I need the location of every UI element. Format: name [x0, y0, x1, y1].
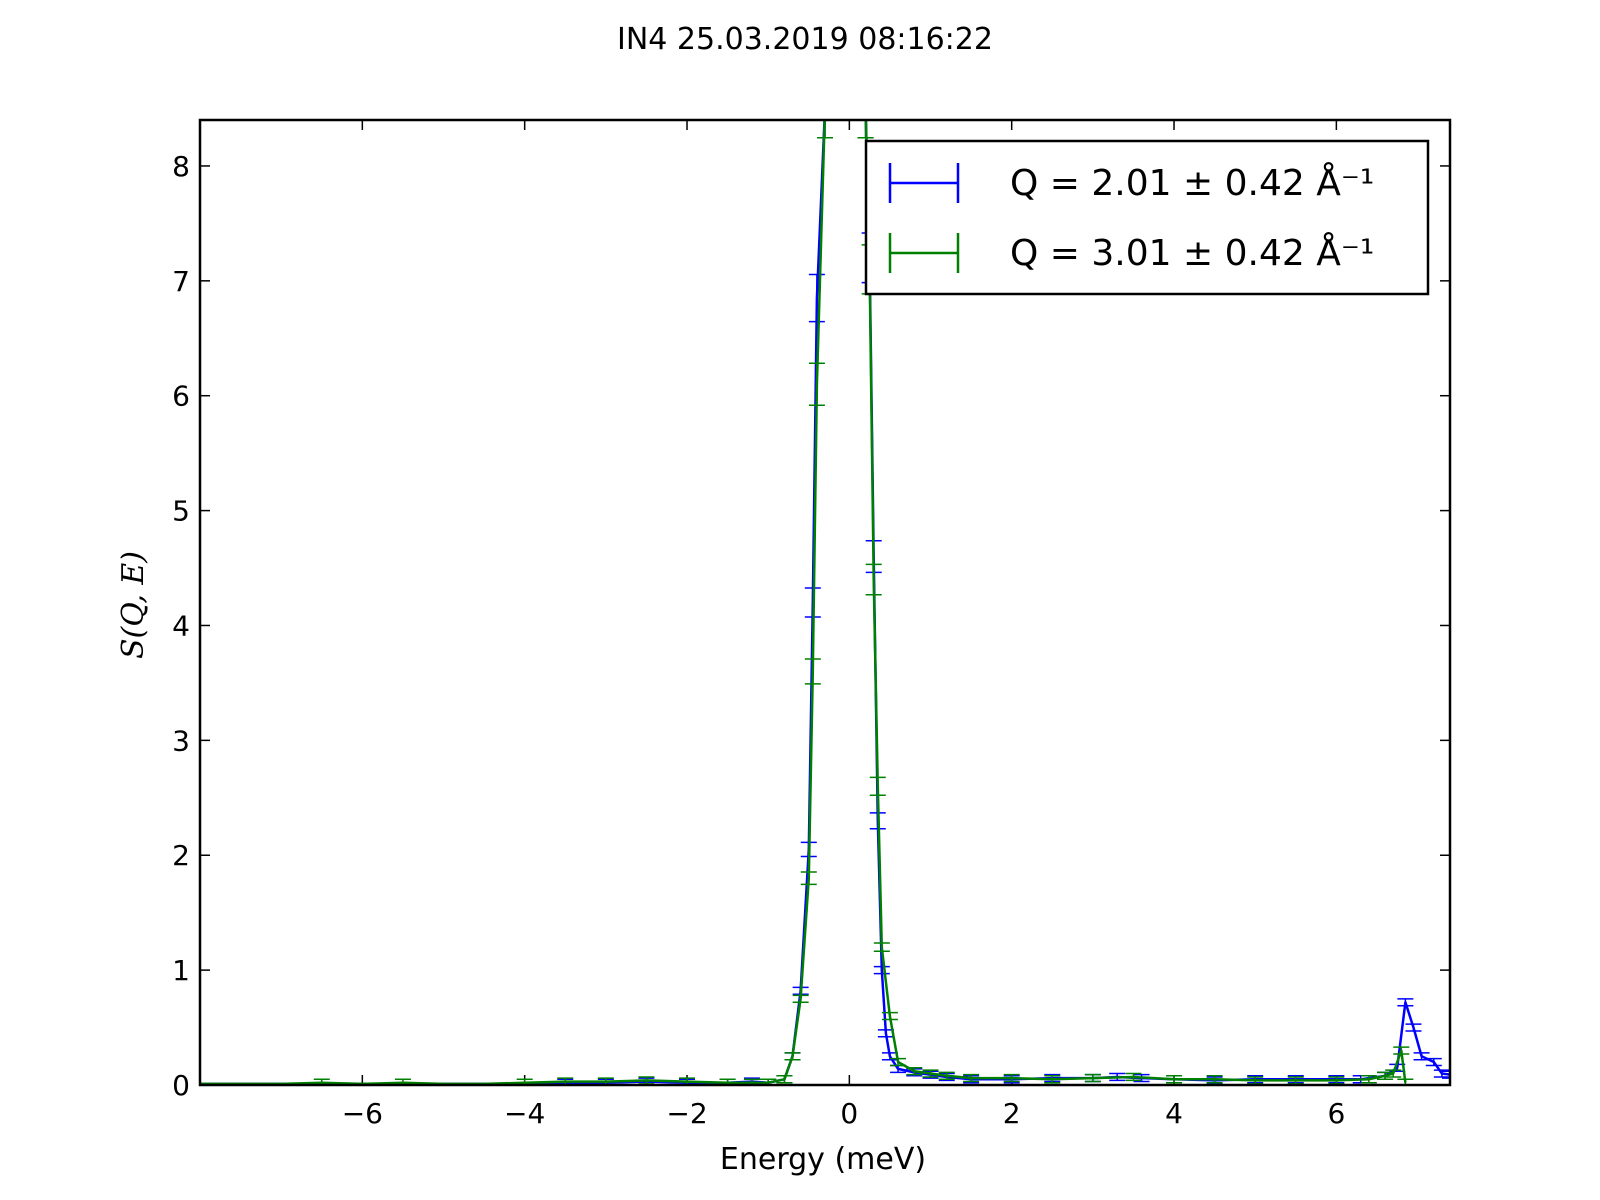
error-bar: [516, 1078, 533, 1085]
error-bar: [890, 1057, 907, 1067]
y-tick-label: 2: [172, 839, 190, 872]
error-bar: [743, 1078, 760, 1085]
legend-swatch: [888, 233, 960, 273]
error-bar: [760, 1078, 777, 1085]
legend: Q = 2.01 ± 0.42 Å⁻¹ Q = 3.01 ± 0.42 Å⁻¹: [864, 139, 1430, 296]
error-bar: [313, 1078, 330, 1085]
legend-item-2: Q = 3.01 ± 0.42 Å⁻¹: [888, 231, 1374, 274]
error-bar: [1044, 1075, 1061, 1084]
error-bar: [1433, 1069, 1450, 1078]
error-bar: [776, 1075, 793, 1084]
error-bar: [857, 120, 874, 139]
error-bar: [1425, 1057, 1442, 1067]
error-bar: [1360, 1075, 1377, 1084]
y-tick-label: 5: [172, 495, 190, 528]
y-tick-label: 7: [172, 265, 190, 298]
x-tick-label: 4: [1165, 1097, 1183, 1130]
x-tick-label: 6: [1327, 1097, 1345, 1130]
error-bar: [719, 1078, 736, 1085]
error-bar: [865, 563, 882, 596]
error-bar: [792, 994, 809, 1004]
legend-label: Q = 3.01 ± 0.42 Å⁻¹: [1010, 231, 1374, 274]
error-bar: [906, 1067, 923, 1076]
error-bar: [800, 871, 817, 886]
error-bar: [869, 776, 886, 797]
error-bar: [804, 658, 821, 685]
error-bar: [938, 1071, 955, 1081]
error-bar: [1405, 1023, 1422, 1032]
legend-box: [864, 139, 1430, 296]
error-bar: [873, 942, 890, 953]
error-bar: [1413, 1052, 1430, 1061]
x-tick-label: −4: [504, 1097, 545, 1130]
x-axis-label: Energy (meV): [720, 1142, 926, 1177]
plot-frame: [198, 118, 1452, 1087]
y-tick-label: 8: [172, 150, 190, 183]
error-bar: [1125, 1072, 1142, 1082]
y-axis-label: S(Q, E): [116, 551, 151, 659]
error-bar: [394, 1078, 411, 1085]
error-bar: [1003, 1073, 1020, 1083]
error-bar: [873, 965, 890, 975]
y-tick-label: 1: [172, 954, 190, 987]
error-bar: [922, 1069, 939, 1078]
error-bar: [1166, 1075, 1183, 1084]
error-bar: [1206, 1075, 1223, 1084]
error-bar: [1385, 1069, 1402, 1078]
y-tick-labels: 0 1 2 3 4 5 6 7 8: [172, 150, 190, 1102]
y-tick-label: 4: [172, 609, 190, 642]
legend-swatch: [888, 163, 960, 203]
error-bar: [784, 1052, 801, 1061]
y-tick-label: 0: [172, 1069, 190, 1102]
x-tick-label: 2: [1003, 1097, 1021, 1130]
error-bar: [1397, 1078, 1414, 1085]
error-bar: [963, 1073, 980, 1083]
error-bar: [1393, 1046, 1410, 1055]
x-tick-label: −6: [342, 1097, 383, 1130]
error-bar: [1084, 1073, 1101, 1083]
chart-title: IN4 25.03.2019 08:16:22: [617, 22, 993, 57]
error-bar: [1442, 1070, 1450, 1079]
error-bar: [808, 273, 825, 323]
error-bar: [817, 120, 833, 139]
x-tick-labels: −6 −4 −2 0 2 4 6: [342, 1097, 1346, 1130]
x-tick-label: −2: [666, 1097, 707, 1130]
error-bar: [1377, 1071, 1394, 1081]
y-tick-label: 6: [172, 380, 190, 413]
legend-label: Q = 2.01 ± 0.42 Å⁻¹: [1010, 161, 1374, 204]
x-tick-label: 0: [840, 1097, 858, 1130]
error-bar: [881, 1011, 898, 1021]
y-tick-label: 3: [172, 724, 190, 757]
legend-item-1: Q = 2.01 ± 0.42 Å⁻¹: [888, 161, 1374, 204]
error-bar: [808, 362, 825, 406]
error-bar: [1397, 998, 1414, 1007]
